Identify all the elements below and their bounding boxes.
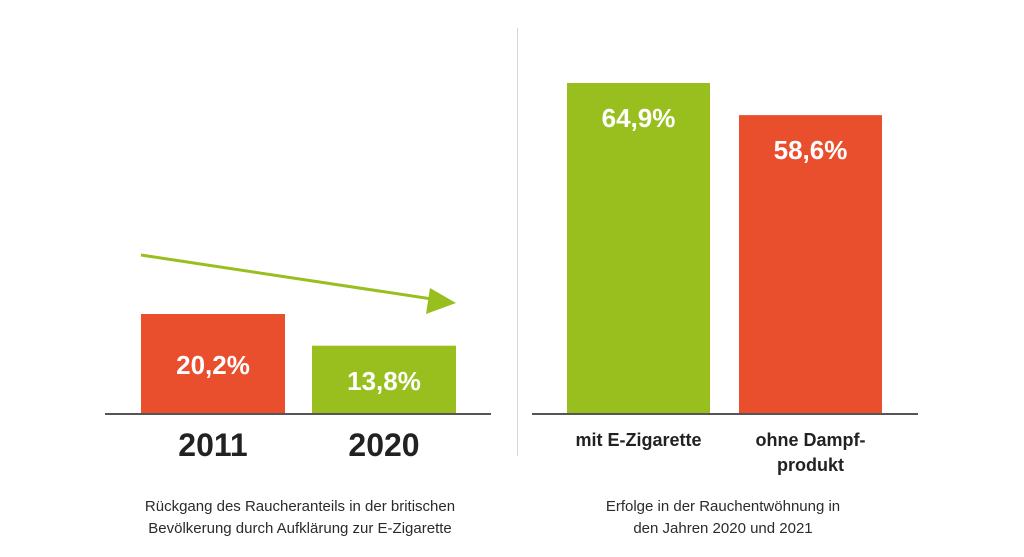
left-caption: Rückgang des Raucheranteils in der briti…: [105, 496, 495, 540]
right-caption-line-1: Erfolge in der Rauchentwöhnung in: [605, 498, 841, 515]
left-chart: 20,2% 2011 13,8% 2020: [105, 253, 491, 463]
bar-2020: [312, 345, 456, 414]
divider: [517, 28, 518, 456]
bar-value-label: 20,2%: [176, 350, 250, 380]
category-label: produkt: [777, 455, 844, 475]
bar-2011: [141, 314, 285, 414]
trend-arrow-head: [426, 288, 456, 314]
bar-ohne-dampfprodukt: [739, 115, 882, 414]
category-label: mit E-Zigarette: [575, 430, 701, 450]
right-caption-line-2: den Jahren 2020 und 2021: [633, 520, 813, 537]
bar-value-label: 64,9%: [602, 103, 676, 133]
bar-mit-e-zigarette: [567, 83, 710, 414]
left-caption-line-2: Bevölkerung durch Aufklärung zur E-Zigar…: [148, 520, 452, 537]
right-chart: 64,9% mit E-Zigarette 58,6% ohne Dampf-prod…: [532, 83, 918, 475]
category-label: 2020: [348, 427, 419, 463]
category-label: 2011: [178, 427, 247, 463]
bar-value-label: 13,8%: [347, 366, 421, 396]
trend-arrow-line: [140, 253, 433, 301]
category-label: ohne Dampf-: [756, 430, 866, 450]
bar-value-label: 58,6%: [774, 135, 848, 165]
right-caption: Erfolge in der Rauchentwöhnung in den Ja…: [528, 496, 918, 540]
left-caption-line-1: Rückgang des Raucheranteils in der briti…: [144, 498, 456, 515]
